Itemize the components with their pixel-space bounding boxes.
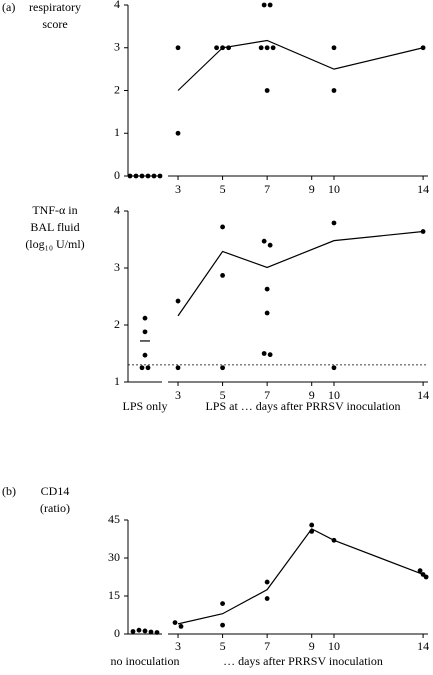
control-point (130, 629, 136, 634)
data-point (220, 622, 225, 628)
data-point (309, 522, 315, 528)
x-tick-label: 5 (220, 388, 226, 402)
x-tick-label: 5 (220, 639, 226, 653)
data-point (220, 273, 225, 278)
data-point (261, 351, 267, 356)
data-point (220, 224, 225, 230)
control-point (142, 329, 148, 335)
data-point (214, 45, 219, 51)
data-point (175, 365, 181, 371)
x-tick-label: 3 (175, 388, 181, 402)
x-tick-label: 3 (175, 182, 181, 196)
x-tick-label: 7 (264, 182, 270, 196)
panel-label: (a) (2, 0, 15, 14)
data-point (178, 624, 184, 629)
data-point (267, 2, 273, 8)
y-tick-label: 30 (108, 550, 120, 564)
y-axis-label: (ratio) (40, 501, 70, 515)
data-point (220, 365, 225, 371)
y-tick-label: 4 (114, 0, 120, 11)
y-tick-label: 15 (108, 588, 120, 602)
control-point (127, 173, 133, 179)
data-point (261, 2, 267, 8)
data-point (331, 220, 337, 226)
y-axis-label: BAL fluid (30, 220, 79, 234)
x-tick-label: 14 (417, 639, 429, 653)
control-point (139, 173, 145, 179)
y-axis-label: CD14 (41, 484, 70, 498)
data-point (267, 352, 273, 358)
data-point (258, 45, 264, 51)
x-tick-label: 10 (328, 182, 340, 196)
data-point (331, 88, 337, 93)
control-point (142, 315, 148, 321)
y-axis-label: TNF-α in (32, 203, 77, 217)
data-point (423, 574, 429, 580)
x-tick-label: 5 (220, 182, 226, 196)
y-tick-label: 45 (108, 512, 120, 526)
panel-label: (b) (2, 484, 16, 498)
x-axis-label: … days after PRRSV inoculation (223, 654, 383, 668)
data-point (220, 601, 225, 606)
control-point (142, 628, 148, 634)
x-tick-label: 7 (264, 639, 270, 653)
y-axis-label: score (42, 17, 67, 31)
control-point (148, 629, 154, 635)
x-tick-label: 9 (309, 182, 315, 196)
control-point (145, 365, 151, 371)
data-point (264, 579, 270, 585)
y-tick-label: 0 (114, 626, 120, 640)
data-point (261, 238, 267, 244)
data-point (264, 45, 270, 51)
data-point (175, 45, 181, 51)
y-tick-label: 3 (114, 40, 120, 54)
x-tick-label: 14 (417, 182, 429, 196)
x-tick-label: 10 (328, 639, 340, 653)
data-point (331, 365, 337, 371)
data-point (264, 88, 270, 93)
data-point (267, 242, 273, 248)
x-tick-label: 9 (309, 388, 315, 402)
control-label: LPS only (122, 399, 167, 413)
control-label: no inoculation (111, 654, 180, 668)
data-point (264, 286, 270, 292)
data-point (270, 45, 276, 51)
y-axis-label: (log₁₀ U/ml) (25, 237, 84, 251)
control-point (139, 365, 145, 371)
x-tick-label: 7 (264, 388, 270, 402)
data-point (331, 45, 337, 51)
mean-line (177, 528, 424, 625)
mean-line (177, 39, 424, 91)
x-tick-label: 9 (309, 639, 315, 653)
x-tick-label: 3 (175, 639, 181, 653)
y-tick-label: 2 (114, 82, 120, 96)
y-tick-label: 2 (114, 317, 120, 331)
control-point (133, 173, 139, 179)
data-point (264, 596, 270, 601)
x-axis-label: LPS at … days after PRRSV inoculation (205, 399, 400, 413)
data-point (175, 130, 181, 136)
y-tick-label: 4 (114, 203, 120, 217)
y-tick-label: 1 (114, 374, 120, 388)
control-point (136, 627, 142, 633)
control-point (151, 173, 157, 179)
data-point (264, 310, 270, 316)
y-axis-label: respiratory (29, 0, 81, 14)
control-point (142, 352, 148, 358)
y-tick-label: 1 (114, 125, 120, 139)
control-point (157, 173, 163, 179)
mean-line (177, 230, 424, 317)
data-point (175, 298, 181, 304)
x-tick-label: 14 (417, 388, 429, 402)
data-point (172, 620, 178, 625)
y-tick-label: 3 (114, 260, 120, 274)
y-tick-label: 0 (114, 168, 120, 182)
data-point (417, 568, 423, 574)
x-tick-label: 10 (328, 388, 340, 402)
control-point (145, 173, 151, 179)
control-point (154, 630, 160, 635)
